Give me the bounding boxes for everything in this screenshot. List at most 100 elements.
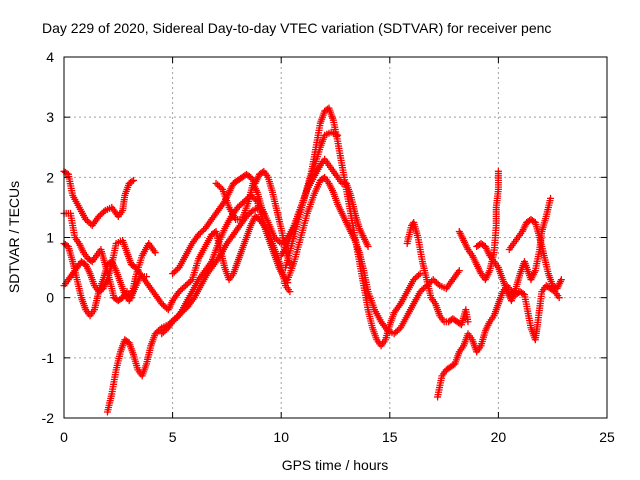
series-track-m (434, 282, 563, 401)
data-point-marker (159, 328, 167, 336)
data-point-marker (173, 313, 181, 321)
data-point-marker (173, 265, 181, 273)
data-point-marker (128, 177, 136, 185)
data-point-marker (217, 184, 225, 192)
data-point-marker (410, 276, 418, 284)
data-point-marker (286, 288, 294, 296)
series-track-a (60, 167, 138, 229)
series-track-j (277, 155, 372, 260)
y-axis-label: SDTVAR / TECUs (6, 181, 22, 293)
data-point-marker (158, 330, 166, 338)
data-point-marker (170, 268, 178, 276)
y-tick-label: 1 (46, 230, 54, 246)
data-point-marker (274, 237, 282, 245)
data-point-marker (434, 280, 442, 288)
data-point-marker (247, 208, 255, 216)
data-point-marker (196, 229, 204, 237)
data-point-marker (557, 276, 565, 284)
data-point-marker (411, 274, 419, 282)
data-point-marker (175, 288, 183, 296)
data-point-marker (182, 282, 190, 290)
data-point-marker (170, 316, 178, 324)
data-point-marker (277, 240, 285, 248)
data-point-marker (212, 179, 220, 187)
x-tick-label: 0 (60, 429, 68, 445)
chart-title: Day 229 of 2020, Sidereal Day-to-day VTE… (42, 20, 551, 36)
data-point-marker (177, 286, 185, 294)
series-track-l (403, 218, 472, 329)
data-point-marker (413, 273, 421, 281)
data-point-marker (416, 270, 424, 278)
data-point-marker (163, 325, 171, 333)
y-tick-label: 3 (46, 109, 54, 125)
data-point-marker (153, 328, 161, 336)
data-point-marker (130, 176, 138, 184)
data-point-marker (159, 301, 167, 309)
data-point-marker (416, 288, 424, 296)
data-point-marker (239, 199, 247, 207)
data-point-marker (547, 194, 555, 202)
data-point-marker (172, 315, 180, 323)
data-point-marker (415, 271, 423, 279)
data-point-marker (85, 218, 93, 226)
data-point-marker (169, 318, 177, 326)
data-point-marker (151, 249, 159, 257)
data-point-marker (392, 328, 400, 336)
data-point-marker (154, 327, 162, 335)
y-tick-label: 4 (46, 49, 54, 65)
series-track-k (284, 173, 463, 338)
x-axis-label: GPS time / hours (282, 457, 389, 473)
data-point-marker (100, 208, 108, 216)
series-track-b (60, 209, 159, 305)
data-point-marker (198, 227, 206, 235)
data-point-marker (98, 209, 106, 217)
data-point-marker (237, 200, 245, 208)
data-point-marker (464, 318, 472, 326)
data-point-marker (178, 285, 186, 293)
data-point-marker (390, 330, 398, 338)
data-point-marker (95, 212, 103, 220)
data-point-marker (279, 238, 287, 246)
data-point-marker (455, 267, 463, 275)
data-point-marker (234, 203, 242, 211)
data-point-marker (418, 286, 426, 294)
data-point-marker (161, 327, 169, 335)
data-point-marker (429, 276, 437, 284)
data-point-marker (393, 327, 401, 335)
series-track-c (60, 240, 151, 320)
data-point-marker (432, 279, 440, 287)
series-track-p (505, 215, 565, 293)
data-point-marker (235, 202, 243, 210)
data-point-marker (215, 182, 223, 190)
data-point-marker (246, 209, 254, 217)
data-point-marker (172, 267, 180, 275)
x-tick-label: 5 (169, 429, 177, 445)
y-tick-label: -2 (42, 410, 55, 426)
data-point-marker (494, 167, 502, 175)
x-tick-label: 20 (491, 429, 507, 445)
data-point-marker (555, 294, 563, 302)
data-point-marker (96, 211, 104, 219)
x-tick-label: 10 (273, 429, 289, 445)
data-point-marker (187, 277, 195, 285)
data-point-marker (180, 283, 188, 291)
data-point-marker (271, 234, 279, 241)
series-track-e (103, 203, 268, 416)
data-point-marker (395, 325, 403, 333)
data-point-marker (158, 300, 166, 308)
y-tick-label: 2 (46, 169, 54, 185)
data-point-marker (195, 230, 203, 238)
axis-ticks: 0 5 10 15 20 25 -2 -1 0 1 2 3 4 (42, 49, 615, 445)
data-point-marker (169, 270, 177, 278)
data-point-marker (431, 277, 439, 285)
x-tick-label: 25 (599, 429, 615, 445)
data-point-marker (183, 280, 191, 288)
data-markers (60, 104, 565, 416)
y-tick-label: -1 (42, 350, 55, 366)
x-tick-label: 15 (382, 429, 398, 445)
data-point-marker (280, 237, 288, 245)
data-point-marker (364, 243, 372, 251)
data-point-marker (151, 330, 159, 338)
data-point-marker (214, 181, 222, 189)
